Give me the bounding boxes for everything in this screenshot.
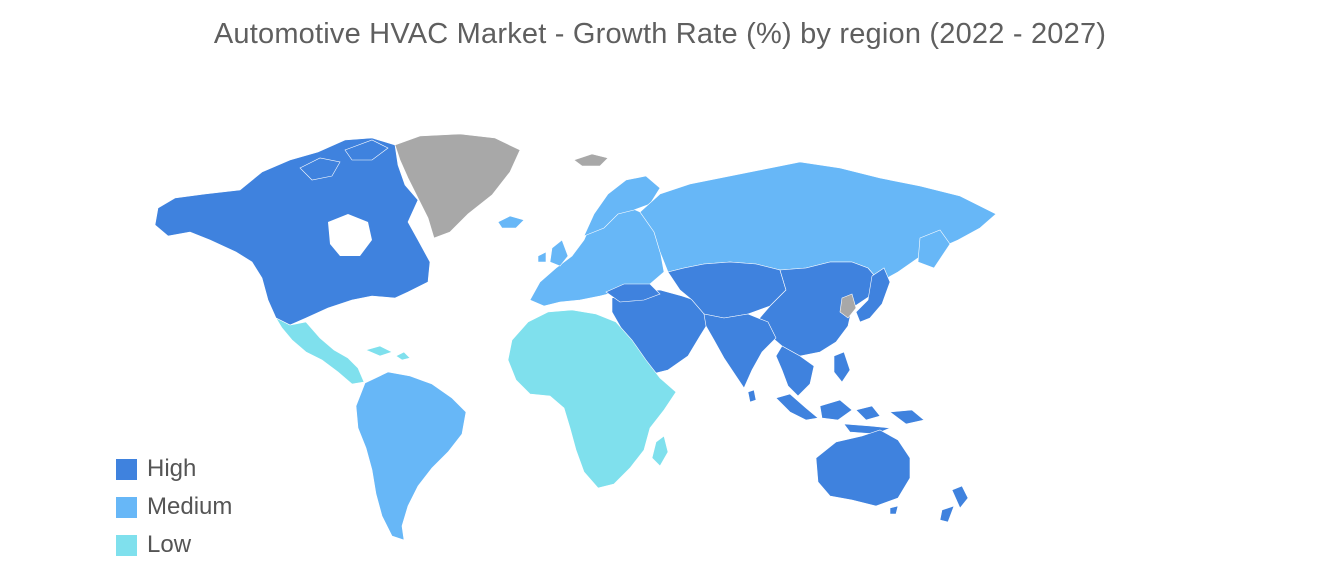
- region-north-america: [154, 137, 431, 326]
- region-new-zealand: [939, 485, 969, 523]
- legend-swatch-high: [116, 458, 137, 480]
- region-caribbean: [365, 345, 411, 361]
- region-korea: [839, 293, 857, 319]
- chart-title: Automotive HVAC Market - Growth Rate (%)…: [213, 18, 1107, 50]
- region-philippines: [833, 351, 851, 383]
- region-africa: [507, 309, 677, 489]
- legend-item-medium: Medium: [116, 488, 232, 526]
- legend-item-low: Low: [116, 526, 232, 564]
- legend-label-medium: Medium: [147, 493, 233, 520]
- region-scandinavia: [583, 175, 661, 237]
- region-indonesia: [775, 393, 925, 435]
- region-greenland: [394, 133, 521, 239]
- region-china: [757, 261, 881, 357]
- legend-label-low: Low: [147, 531, 192, 558]
- legend-swatch-medium: [116, 496, 137, 518]
- region-kamchatka: [917, 229, 951, 269]
- region-sri-lanka: [747, 389, 757, 403]
- region-australia: [815, 429, 911, 507]
- hudson-bay: [328, 214, 372, 256]
- region-southeast-asia: [775, 345, 815, 397]
- region-india: [703, 313, 777, 389]
- region-svalbard: [573, 153, 609, 167]
- region-tasmania: [889, 505, 899, 515]
- region-japan: [855, 267, 891, 323]
- legend-item-high: High: [116, 450, 232, 488]
- region-south-america: [355, 371, 467, 541]
- region-central-america: [275, 317, 365, 385]
- legend: High Medium Low: [116, 450, 232, 564]
- region-uk: [537, 239, 569, 267]
- region-arctic-islands: [299, 139, 389, 181]
- region-iceland: [497, 215, 525, 229]
- region-turkey: [605, 283, 661, 303]
- legend-swatch-low: [116, 534, 137, 556]
- region-madagascar: [651, 435, 669, 467]
- region-russia: [639, 161, 997, 283]
- legend-label-high: High: [147, 455, 197, 482]
